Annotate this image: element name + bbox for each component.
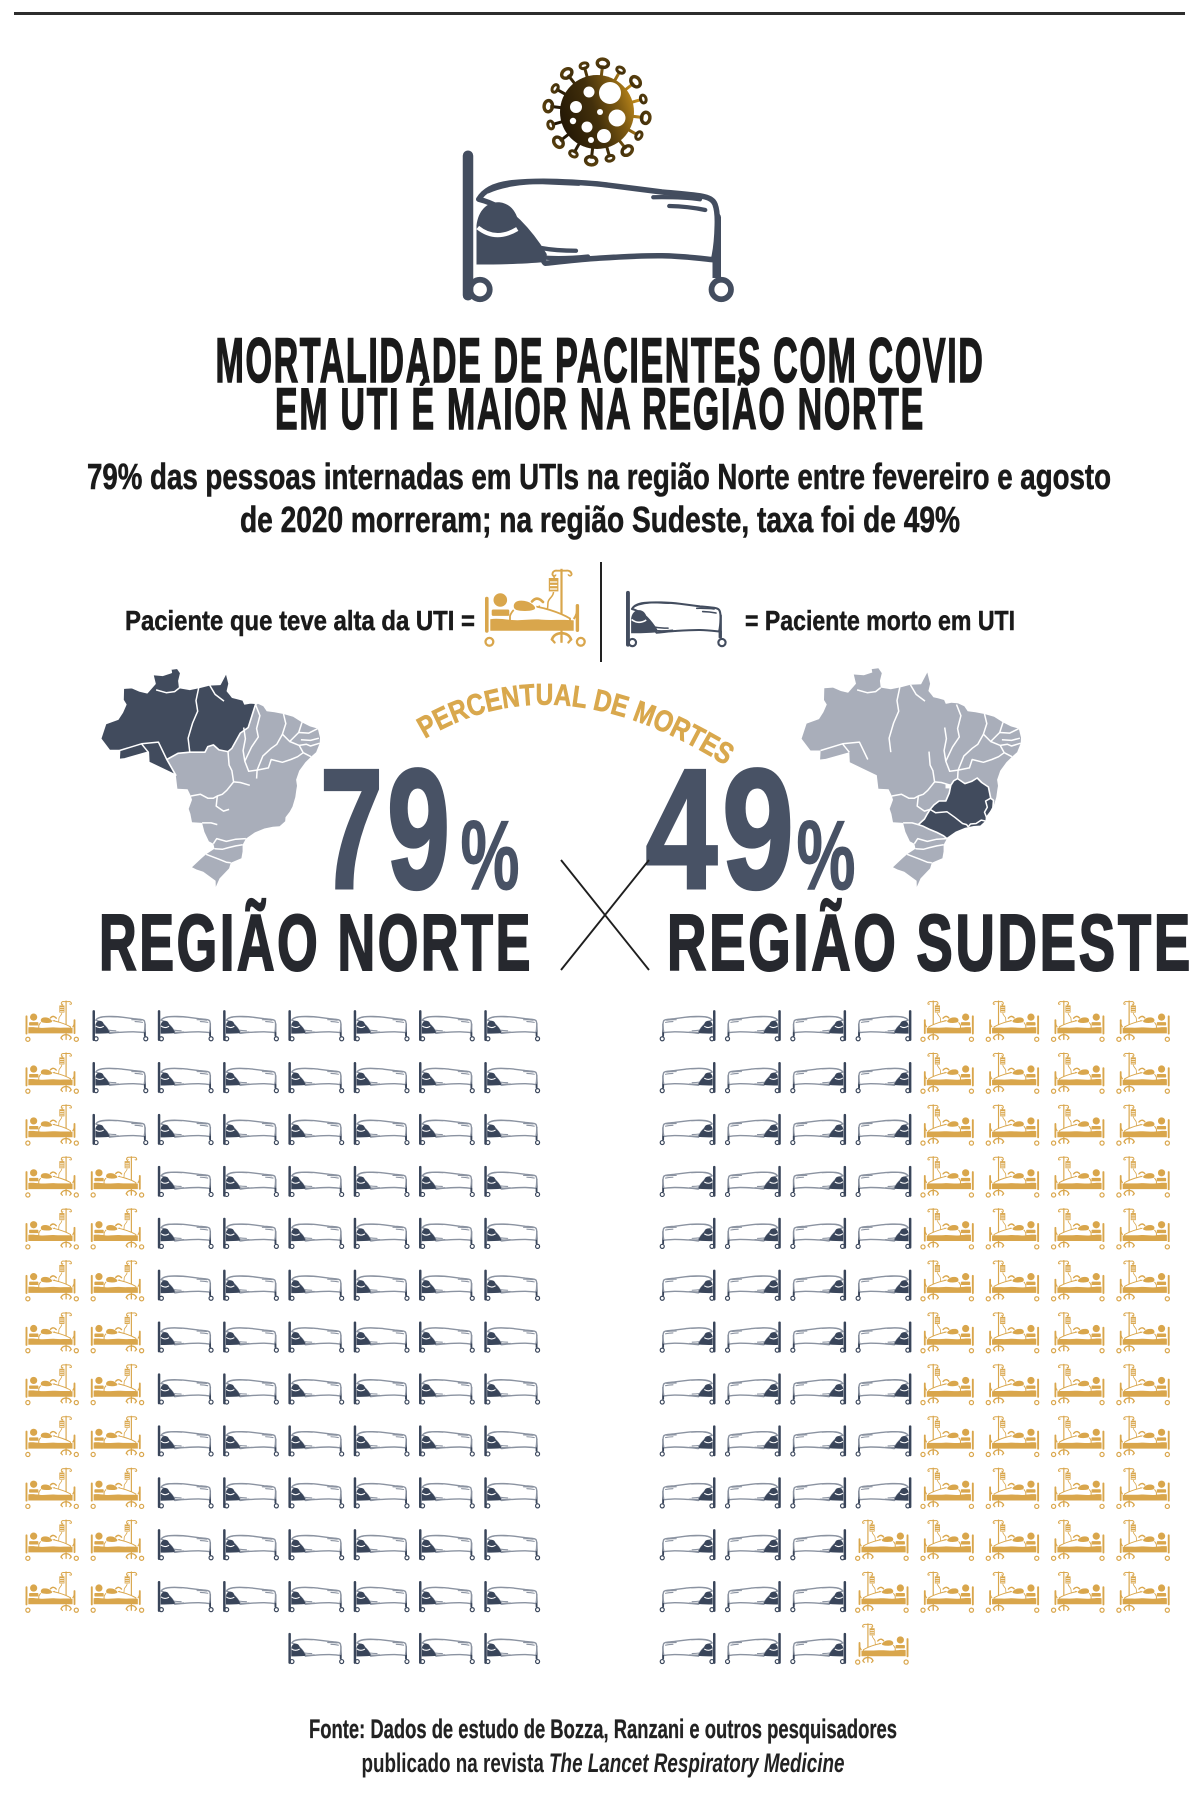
svg-text:REGIÃO NORTE: REGIÃO NORTE <box>99 898 533 987</box>
svg-text:REGIÃO SUDESTE: REGIÃO SUDESTE <box>667 898 1193 987</box>
svg-text:79% das pessoas internadas em: 79% das pessoas internadas em UTIs na re… <box>87 456 1111 497</box>
svg-text:MORTALIDADE DE PACIENTES COM C: MORTALIDADE DE PACIENTES COM COVID <box>216 326 985 396</box>
svg-text:publicado na revista The Lance: publicado na revista The Lancet Respirat… <box>362 1748 845 1778</box>
svg-text:Paciente que teve alta da UTI: Paciente que teve alta da UTI = <box>125 605 475 636</box>
svg-text:EM UTI É MAIOR NA REGIÃO NORTE: EM UTI É MAIOR NA REGIÃO NORTE <box>275 377 925 442</box>
svg-text:79: 79 <box>320 734 454 925</box>
svg-text:= Paciente morto em UTI: = Paciente morto em UTI <box>745 605 1015 636</box>
svg-text:Fonte: Dados de estudo de Bozz: Fonte: Dados de estudo de Bozza, Ranzani… <box>309 1714 897 1744</box>
svg-text:%: % <box>461 800 520 910</box>
svg-text:%: % <box>797 800 856 910</box>
svg-text:49: 49 <box>646 734 799 925</box>
svg-text:de 2020 morreram; na região Su: de 2020 morreram; na região Sudeste, tax… <box>240 499 960 540</box>
